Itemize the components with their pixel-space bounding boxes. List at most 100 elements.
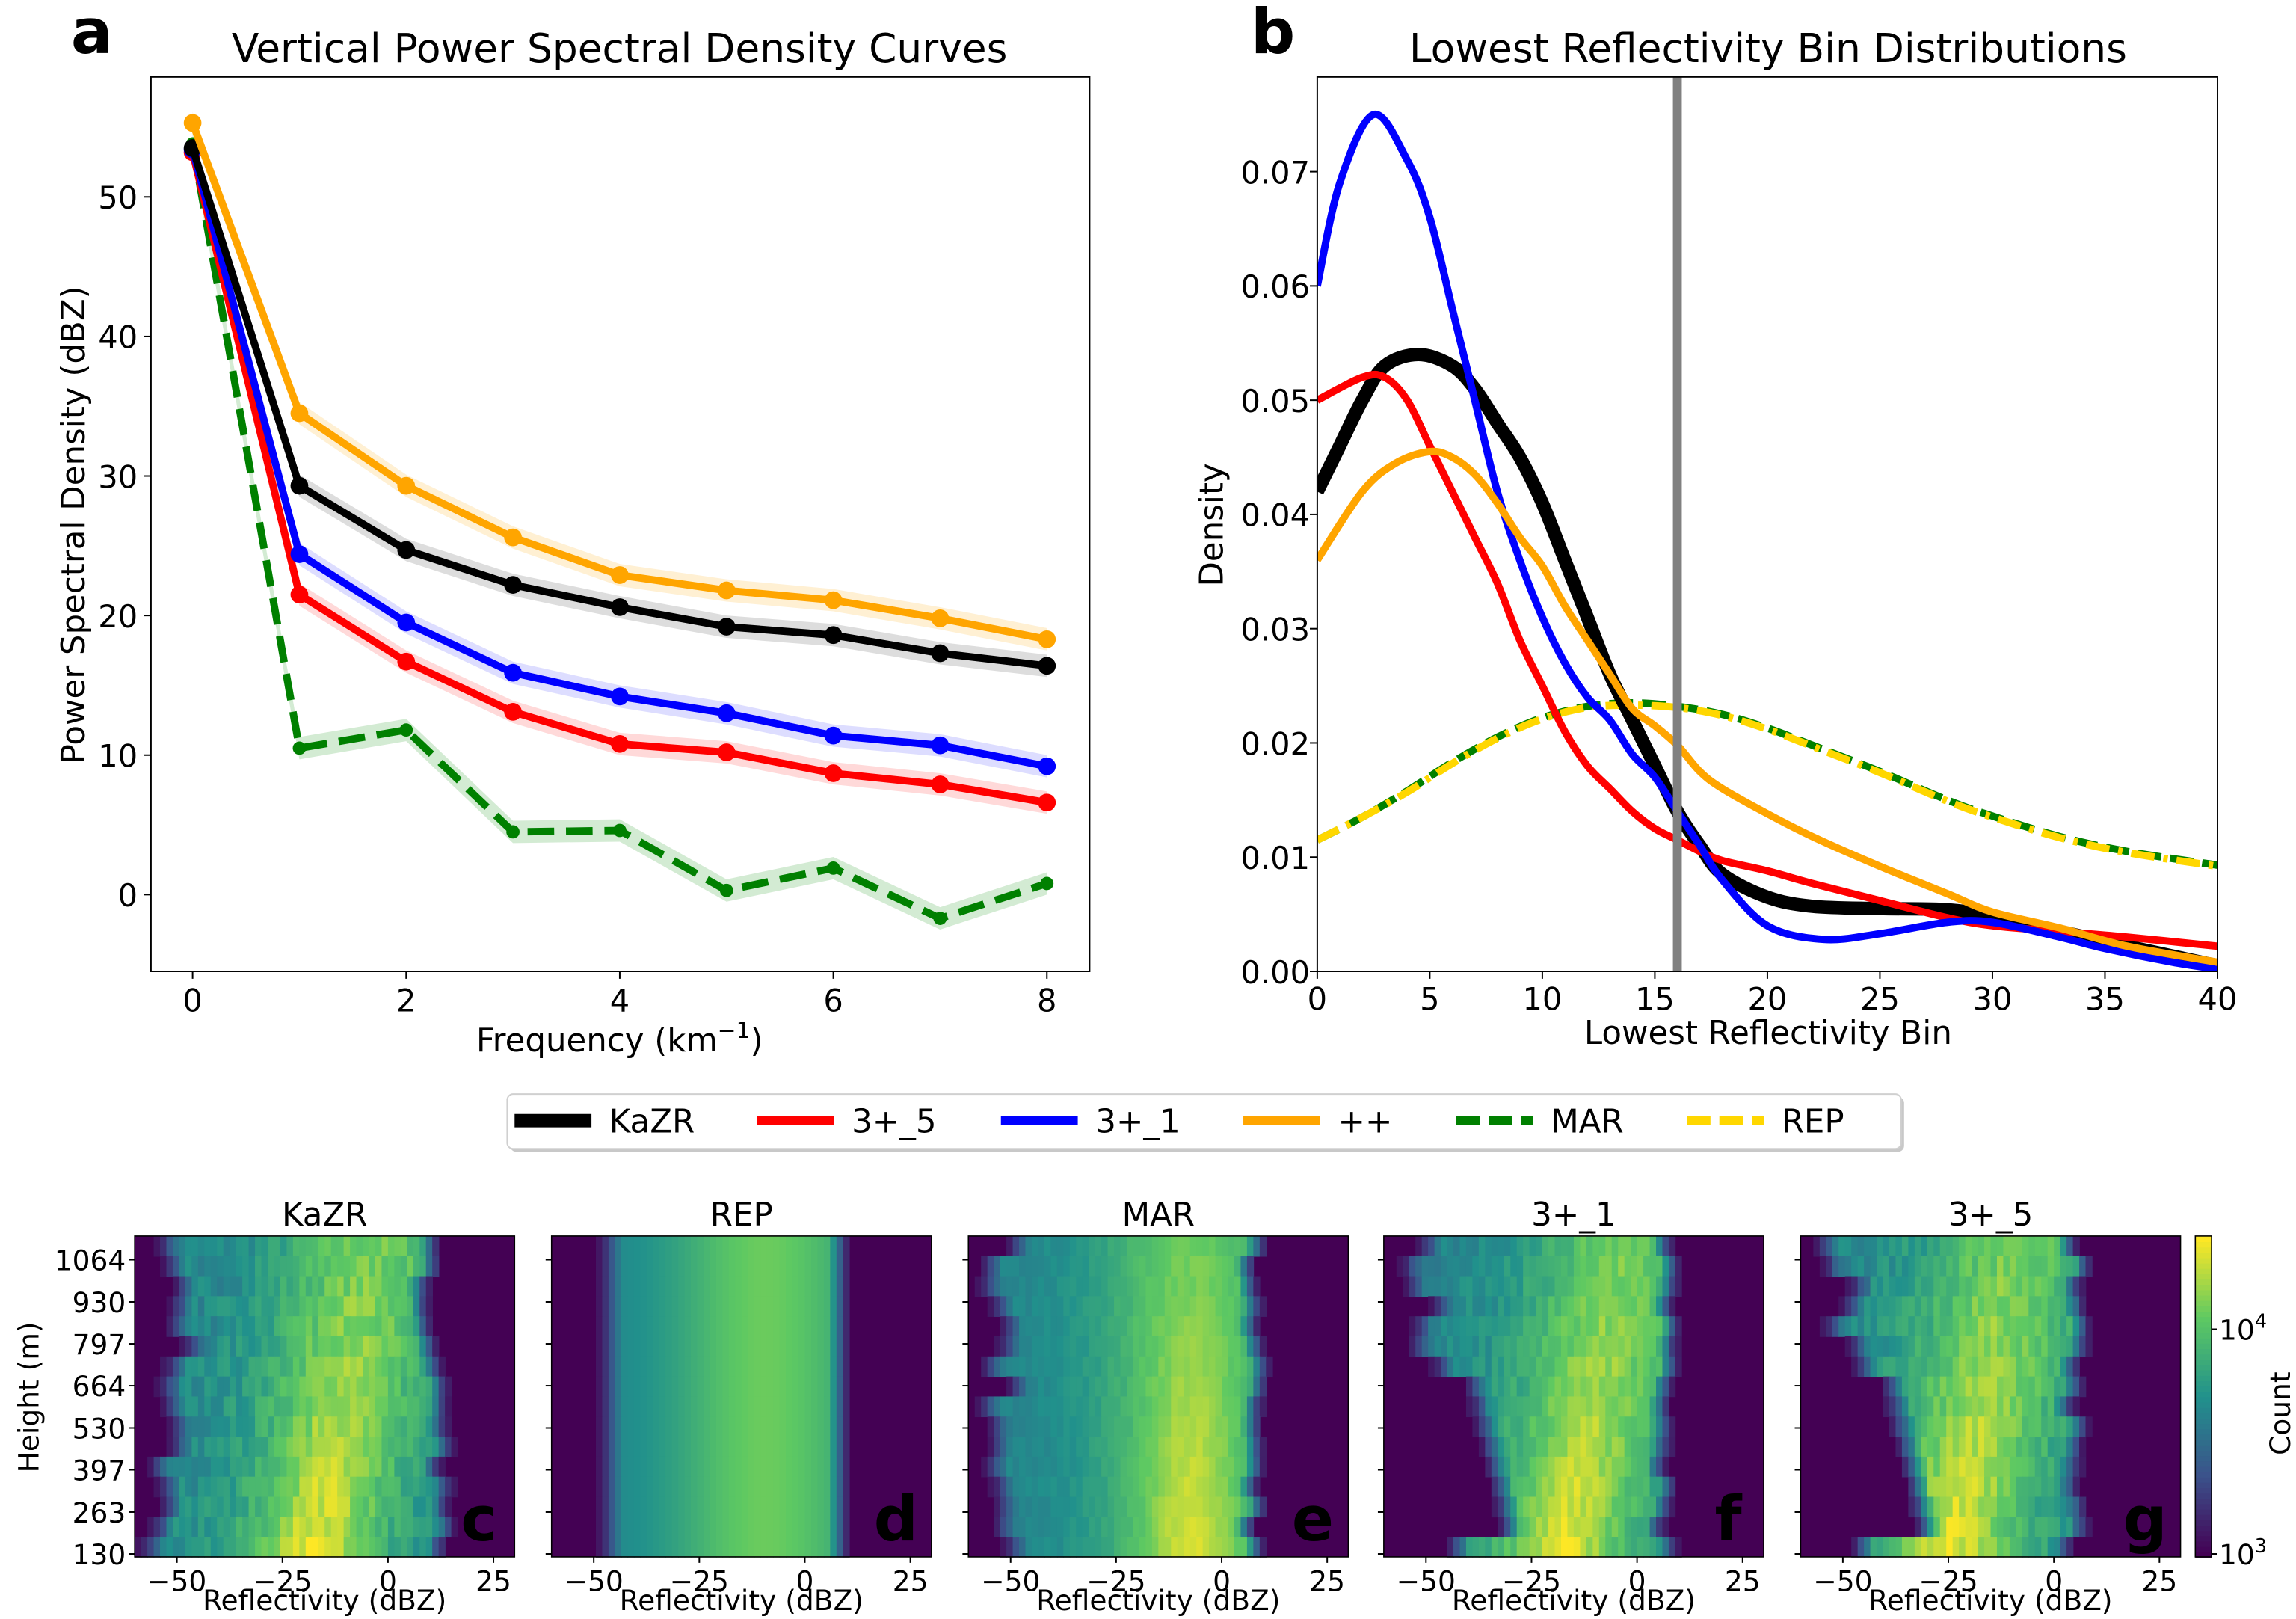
heatmap-cell [172,1316,180,1337]
heatmap-cell [286,1276,294,1297]
heatmap-cell [1592,1416,1600,1437]
heatmap-cell [1523,1456,1530,1478]
heatmap-cell [1082,1456,1089,1478]
heatmap-cell [671,1235,679,1257]
heatmap-cell [1044,1356,1052,1377]
heatmap-cell [2066,1276,2074,1297]
heatmap-cell [1580,1537,1587,1558]
heatmap-cell [2022,1456,2030,1478]
heatmap-cell [1914,1456,1922,1478]
heatmap-cell [1006,1336,1014,1357]
heatmap-cell [715,1376,724,1398]
heatmap-cell [1202,1517,1210,1537]
heatmap-cell [394,1537,401,1558]
heatmap-cell [337,1396,345,1418]
data-point-3+_1 [504,663,522,682]
heatmap-cell [779,1537,787,1558]
heatmap-cell [1082,1336,1089,1357]
heatmap-cell [1984,1456,1992,1478]
heatmap-cell [1908,1276,1915,1297]
heatmap-cell [236,1456,243,1478]
heatmap-cell [615,1517,622,1537]
heatmap-cell [608,1396,616,1418]
heatmap-cell [1580,1456,1587,1478]
heatmap-cell [1133,1235,1140,1257]
heatmap-cell [223,1416,230,1437]
heatmap-cell [710,1396,717,1418]
heatmap-cell [1151,1496,1160,1518]
heatmap-cell [1158,1235,1166,1257]
heatmap-cell [1082,1235,1089,1257]
heatmap-cell [1151,1235,1160,1257]
heatmap-cell [754,1456,761,1478]
heatmap-cell [324,1517,332,1537]
heatmap-cell [608,1496,616,1518]
heatmap-cell [223,1316,230,1337]
heatmap-cell [318,1235,326,1257]
heatmap-cell [1006,1356,1014,1377]
data-point-++ [1038,630,1056,648]
x-axis-label: Reflectivity (dBZ) [620,1584,864,1617]
heatmap-cell [2047,1537,2055,1558]
heatmap-cell [1240,1437,1248,1457]
heatmap-cell [1573,1235,1581,1257]
heatmap-cell [324,1356,332,1377]
heatmap-cell [1485,1336,1492,1357]
heatmap-cell [792,1296,799,1317]
heatmap-cell [810,1517,819,1537]
heatmap-cell [363,1476,370,1498]
heatmap-cell [381,1437,389,1457]
heatmap-cell [1643,1496,1651,1518]
heatmap-cell [230,1537,237,1558]
heatmap-cell [1189,1376,1197,1398]
data-point-KaZR [290,476,309,495]
heatmap-cell [1504,1537,1512,1558]
heatmap-cell [286,1476,294,1498]
heatmap-cell [267,1476,275,1498]
heatmap-cell [305,1456,313,1478]
heatmap-cell [1056,1235,1065,1257]
heatmap-cell [1222,1235,1229,1257]
heatmap-cell [312,1296,319,1317]
heatmap-cell [210,1296,218,1317]
heatmap-cell [653,1416,660,1437]
heatmap-cell [1933,1476,1941,1498]
heatmap-cell [817,1296,825,1317]
heatmap-cell [185,1416,193,1437]
heatmap-cell [1554,1235,1562,1257]
heatmap-cell [248,1396,256,1418]
heatmap-cell [1536,1437,1543,1457]
colorbar-segment [2195,1444,2212,1451]
heatmap-cell [1222,1437,1229,1457]
heatmap-cell [1870,1235,1877,1257]
heatmap-cell [1069,1456,1077,1478]
heatmap-cell [1990,1476,1998,1498]
heatmap-cell [1586,1296,1594,1317]
heatmap-cell [621,1316,629,1337]
heatmap-cell [760,1316,768,1337]
panel-letter-g: g [2123,1483,2167,1555]
heatmap-cell [343,1296,351,1317]
heatmap-cell [1222,1496,1229,1518]
heatmap-cell [1567,1537,1575,1558]
heatmap-cell [1050,1496,1058,1518]
heatmap-cell [204,1476,212,1498]
heatmap-cell [1107,1316,1115,1337]
heatmap-cell [1472,1296,1480,1317]
heatmap-cell [792,1496,799,1518]
heatmap-cell [438,1476,446,1498]
heatmap-cell [653,1456,660,1478]
heatmap-cell [1177,1416,1185,1437]
heatmap-cell [1095,1416,1102,1437]
heatmap-cell [836,1296,844,1317]
heatmap-cell [1637,1537,1644,1558]
heatmap-cell [2009,1396,2017,1418]
heatmap-cell [425,1256,433,1277]
heatmap-cell [608,1356,616,1377]
heatmap-cell [1107,1456,1115,1478]
heatmap-cell [1656,1296,1663,1317]
heatmap-cell [817,1496,825,1518]
heatmap-cell [1240,1416,1248,1437]
heatmap-cell [1662,1476,1669,1498]
heatmap-cell [230,1356,237,1377]
